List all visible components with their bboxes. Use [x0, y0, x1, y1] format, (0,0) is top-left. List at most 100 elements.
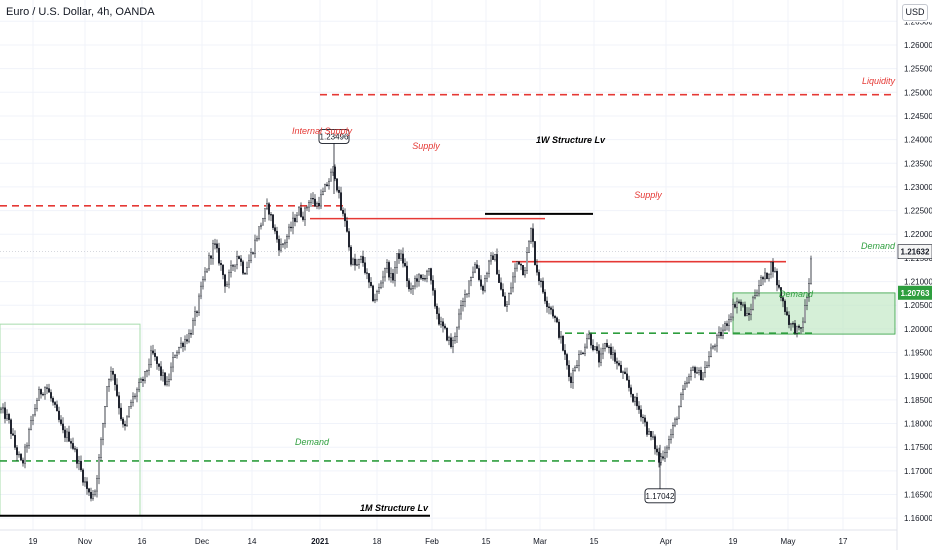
candle-body	[206, 268, 208, 273]
candle-body	[756, 292, 758, 296]
callouts: 1.23496 1.17042	[318, 128, 676, 504]
candle-body	[710, 347, 712, 358]
candle-body	[648, 430, 650, 435]
candle-body	[186, 339, 188, 342]
candle-body	[64, 429, 66, 438]
x-tick-label: Feb	[425, 537, 439, 546]
candle-body	[110, 370, 112, 380]
candle-body	[354, 258, 356, 266]
candle-body	[316, 203, 318, 207]
candle-body	[50, 392, 52, 399]
candle-body	[560, 335, 562, 338]
candle-body	[690, 369, 692, 377]
candle-body	[694, 367, 696, 373]
candle-body	[384, 268, 386, 278]
candle-body	[686, 382, 688, 384]
candle-body	[400, 253, 402, 259]
candle-body	[210, 255, 212, 259]
candle-body	[128, 406, 130, 418]
candle-body	[392, 273, 394, 281]
candle-body	[738, 301, 740, 303]
candle-body	[750, 309, 752, 316]
candle-body	[666, 447, 668, 453]
candle-body	[562, 335, 564, 351]
candle-body	[34, 408, 36, 416]
x-tick-label: 16	[138, 537, 147, 546]
candle-body	[644, 417, 646, 423]
y-tick-label: 1.24000	[904, 136, 932, 145]
candle-body	[502, 289, 504, 297]
candle-body	[450, 337, 452, 348]
candle-body	[62, 423, 64, 431]
candle-body	[256, 238, 258, 241]
candle-body	[66, 431, 68, 438]
candle-body	[672, 425, 674, 435]
candle-body	[484, 278, 486, 291]
candle-body	[696, 372, 698, 374]
candle-body	[530, 228, 532, 243]
candle-body	[336, 178, 338, 191]
candle-body	[668, 439, 670, 449]
candle-body	[492, 255, 494, 260]
candle-body	[200, 285, 202, 297]
candle-body	[746, 313, 748, 316]
candle-body	[526, 252, 528, 271]
candle-body	[476, 264, 478, 269]
liquidity-label: Liquidity	[862, 76, 896, 86]
candle-body	[360, 256, 362, 260]
candle-body	[632, 393, 634, 402]
structure-1m-label: 1M Structure Lv	[360, 503, 429, 513]
candle-body	[506, 304, 508, 307]
candle-body	[684, 383, 686, 390]
candle-body	[372, 285, 374, 302]
candle-body	[722, 329, 724, 337]
x-tick-label: 19	[729, 537, 738, 546]
candle-body	[488, 260, 490, 274]
candle-body	[138, 382, 140, 390]
candle-body	[548, 306, 550, 309]
candles	[0, 163, 812, 502]
candle-body	[300, 207, 302, 217]
candle-body	[630, 387, 632, 395]
candle-body	[190, 333, 192, 335]
candle-body	[214, 243, 216, 245]
candle-body	[720, 331, 722, 337]
candle-body	[796, 325, 798, 334]
candle-body	[416, 278, 418, 282]
candle-body	[368, 273, 370, 283]
candle-body	[640, 409, 642, 418]
candle-body	[650, 430, 652, 437]
candle-body	[620, 364, 622, 373]
candle-body	[20, 453, 22, 461]
candle-body	[152, 350, 154, 354]
candle-body	[658, 451, 660, 463]
candle-body	[308, 202, 310, 208]
candle-body	[606, 343, 608, 348]
candle-body	[388, 262, 390, 278]
candle-body	[282, 243, 284, 245]
candle-body	[582, 352, 584, 354]
candle-body	[298, 207, 300, 216]
candle-body	[752, 297, 754, 311]
candle-body	[330, 171, 332, 182]
candle-body	[284, 242, 286, 245]
candle-body	[614, 352, 616, 362]
candle-body	[426, 270, 428, 279]
candle-body	[464, 294, 466, 302]
candle-body	[754, 295, 756, 299]
candle-body	[800, 327, 802, 329]
candle-body	[252, 252, 254, 254]
candle-body	[762, 277, 764, 280]
candle-body	[94, 490, 96, 495]
candle-body	[124, 423, 126, 427]
candle-body	[726, 323, 728, 326]
candle-body	[332, 166, 334, 173]
candle-body	[112, 370, 114, 375]
y-tick-label: 1.19000	[904, 372, 932, 381]
candle-body	[232, 265, 234, 267]
candle-body	[346, 220, 348, 232]
candle-body	[78, 460, 80, 464]
x-tick-label: May	[780, 537, 795, 546]
currency-badge[interactable]: USD	[902, 4, 928, 21]
